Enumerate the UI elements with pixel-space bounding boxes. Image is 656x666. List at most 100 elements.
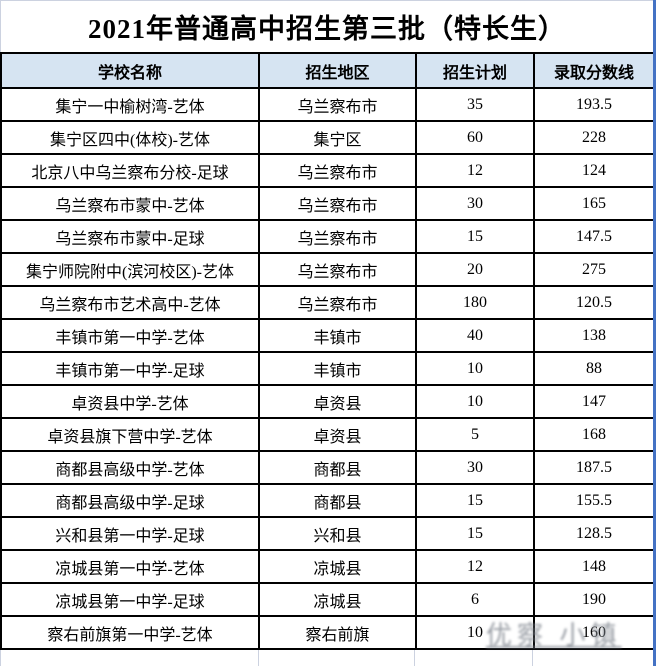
table-cell: 155.5 [533,483,655,518]
right-accent-border [653,0,656,666]
table-cell: 丰镇市第一中学-艺体 [0,318,260,353]
table-row: 北京八中乌兰察布分校-足球 乌兰察布市 12 124 [0,153,655,188]
table-cell: 124 [533,153,655,188]
table-cell: 275 [533,252,655,287]
table-cell: 丰镇市第一中学-足球 [0,351,260,386]
table-row: 集宁区四中(体校)-艺体 集宁区 60 228 [0,120,655,155]
table-cell: 160 [533,615,655,650]
table-cell: 凉城县 [258,549,417,584]
table-row: 凉城县第一中学-艺体 凉城县 12 148 [0,549,655,584]
table-cell: 128.5 [533,516,655,551]
table-cell: 兴和县第一中学-足球 [0,516,260,551]
table-row: 集宁一中榆树湾-艺体 乌兰察布市 35 193.5 [0,87,655,122]
table-row: 乌兰察布市艺术高中-艺体 乌兰察布市 180 120.5 [0,285,655,320]
table-cell: 147.5 [533,219,655,254]
table-cell: 190 [533,582,655,617]
table-cell: 30 [415,450,535,485]
table-cell: 乌兰察布市 [258,186,417,221]
table-cell: 12 [415,549,535,584]
page-title: 2021年普通高中招生第三批（特长生） [88,14,566,44]
table-cell: 120.5 [533,285,655,320]
table-cell: 180 [415,285,535,320]
table-cell: 卓资县 [258,384,417,419]
table-cell: 165 [533,186,655,221]
table-cell: 乌兰察布市 [258,285,417,320]
table-cell: 30 [415,186,535,221]
table-cell: 15 [415,219,535,254]
table-cell: 10 [415,351,535,386]
table-cell: 138 [533,318,655,353]
table-cell: 集宁一中榆树湾-艺体 [0,87,260,122]
table-row: 察右前旗第一中学-艺体 察右前旗 10 160 [0,615,655,650]
table-body: 集宁一中榆树湾-艺体 乌兰察布市 35 193.5 集宁区四中(体校)-艺体 集宁区 60 2… [0,87,655,650]
table-cell: 35 [415,87,535,122]
table-cell: 凉城县第一中学-艺体 [0,549,260,584]
table-cell: 商都县高级中学-足球 [0,483,260,518]
table-row: 凉城县第一中学-足球 凉城县 6 190 [0,582,655,617]
table-cell: 228 [533,120,655,155]
table-cell: 5 [415,417,535,452]
table-row: 乌兰察布市蒙中-艺体 乌兰察布市 30 165 [0,186,655,221]
table-row: 卓资县旗下营中学-艺体 卓资县 5 168 [0,417,655,452]
empty-cell [1,650,259,666]
table-cell: 148 [533,549,655,584]
table-cell: 乌兰察布市 [258,219,417,254]
empty-cell [533,650,653,666]
table-cell: 乌兰察布市 [258,87,417,122]
admissions-table: 学校名称 招生地区 招生计划 录取分数线 集宁一中榆树湾-艺体 乌兰察布市 35 193.5… [0,52,655,650]
table-cell: 商都县 [258,450,417,485]
table-row: 商都县高级中学-足球 商都县 15 155.5 [0,483,655,518]
column-header-1: 学校名称 [0,52,260,89]
table-cell: 兴和县 [258,516,417,551]
table-cell: 北京八中乌兰察布分校-足球 [0,153,260,188]
table-cell: 卓资县旗下营中学-艺体 [0,417,260,452]
table-cell: 6 [415,582,535,617]
table-cell: 20 [415,252,535,287]
column-header-4: 录取分数线 [533,52,655,89]
table-cell: 193.5 [533,87,655,122]
table-cell: 168 [533,417,655,452]
table-cell: 集宁师院附中(滨河校区)-艺体 [0,252,260,287]
table-row: 丰镇市第一中学-足球 丰镇市 10 88 [0,351,655,386]
empty-cell [259,650,416,666]
table-cell: 凉城县 [258,582,417,617]
table-cell: 乌兰察布市 [258,252,417,287]
table-cell: 15 [415,516,535,551]
table-cell: 88 [533,351,655,386]
table-row: 丰镇市第一中学-艺体 丰镇市 40 138 [0,318,655,353]
table-cell: 卓资县 [258,417,417,452]
table-cell: 乌兰察布市蒙中-艺体 [0,186,260,221]
table-row: 兴和县第一中学-足球 兴和县 15 128.5 [0,516,655,551]
title-block: 2021年普通高中招生第三批（特长生） [0,0,653,52]
table-cell: 60 [415,120,535,155]
table-cell: 15 [415,483,535,518]
table-cell: 商都县 [258,483,417,518]
table-cell: 乌兰察布市蒙中-足球 [0,219,260,254]
table-cell: 10 [415,615,535,650]
table-header-row: 学校名称 招生地区 招生计划 录取分数线 [0,52,655,89]
table-cell: 187.5 [533,450,655,485]
table-cell: 10 [415,384,535,419]
table-cell: 147 [533,384,655,419]
table-cell: 商都县高级中学-艺体 [0,450,260,485]
table-cell: 察右前旗第一中学-艺体 [0,615,260,650]
table-cell: 丰镇市 [258,318,417,353]
header-row: 学校名称 招生地区 招生计划 录取分数线 [0,52,655,89]
table-row: 集宁师院附中(滨河校区)-艺体 乌兰察布市 20 275 [0,252,655,287]
column-header-3: 招生计划 [415,52,535,89]
table-cell: 12 [415,153,535,188]
table-cell: 丰镇市 [258,351,417,386]
partial-empty-row [0,650,653,666]
table-cell: 察右前旗 [258,615,417,650]
column-header-2: 招生地区 [258,52,417,89]
table-cell: 乌兰察布市 [258,153,417,188]
table-cell: 卓资县中学-艺体 [0,384,260,419]
table-cell: 集宁区四中(体校)-艺体 [0,120,260,155]
table-cell: 凉城县第一中学-足球 [0,582,260,617]
table-cell: 40 [415,318,535,353]
table-row: 卓资县中学-艺体 卓资县 10 147 [0,384,655,419]
table-row: 乌兰察布市蒙中-足球 乌兰察布市 15 147.5 [0,219,655,254]
table-cell: 集宁区 [258,120,417,155]
table-row: 商都县高级中学-艺体 商都县 30 187.5 [0,450,655,485]
